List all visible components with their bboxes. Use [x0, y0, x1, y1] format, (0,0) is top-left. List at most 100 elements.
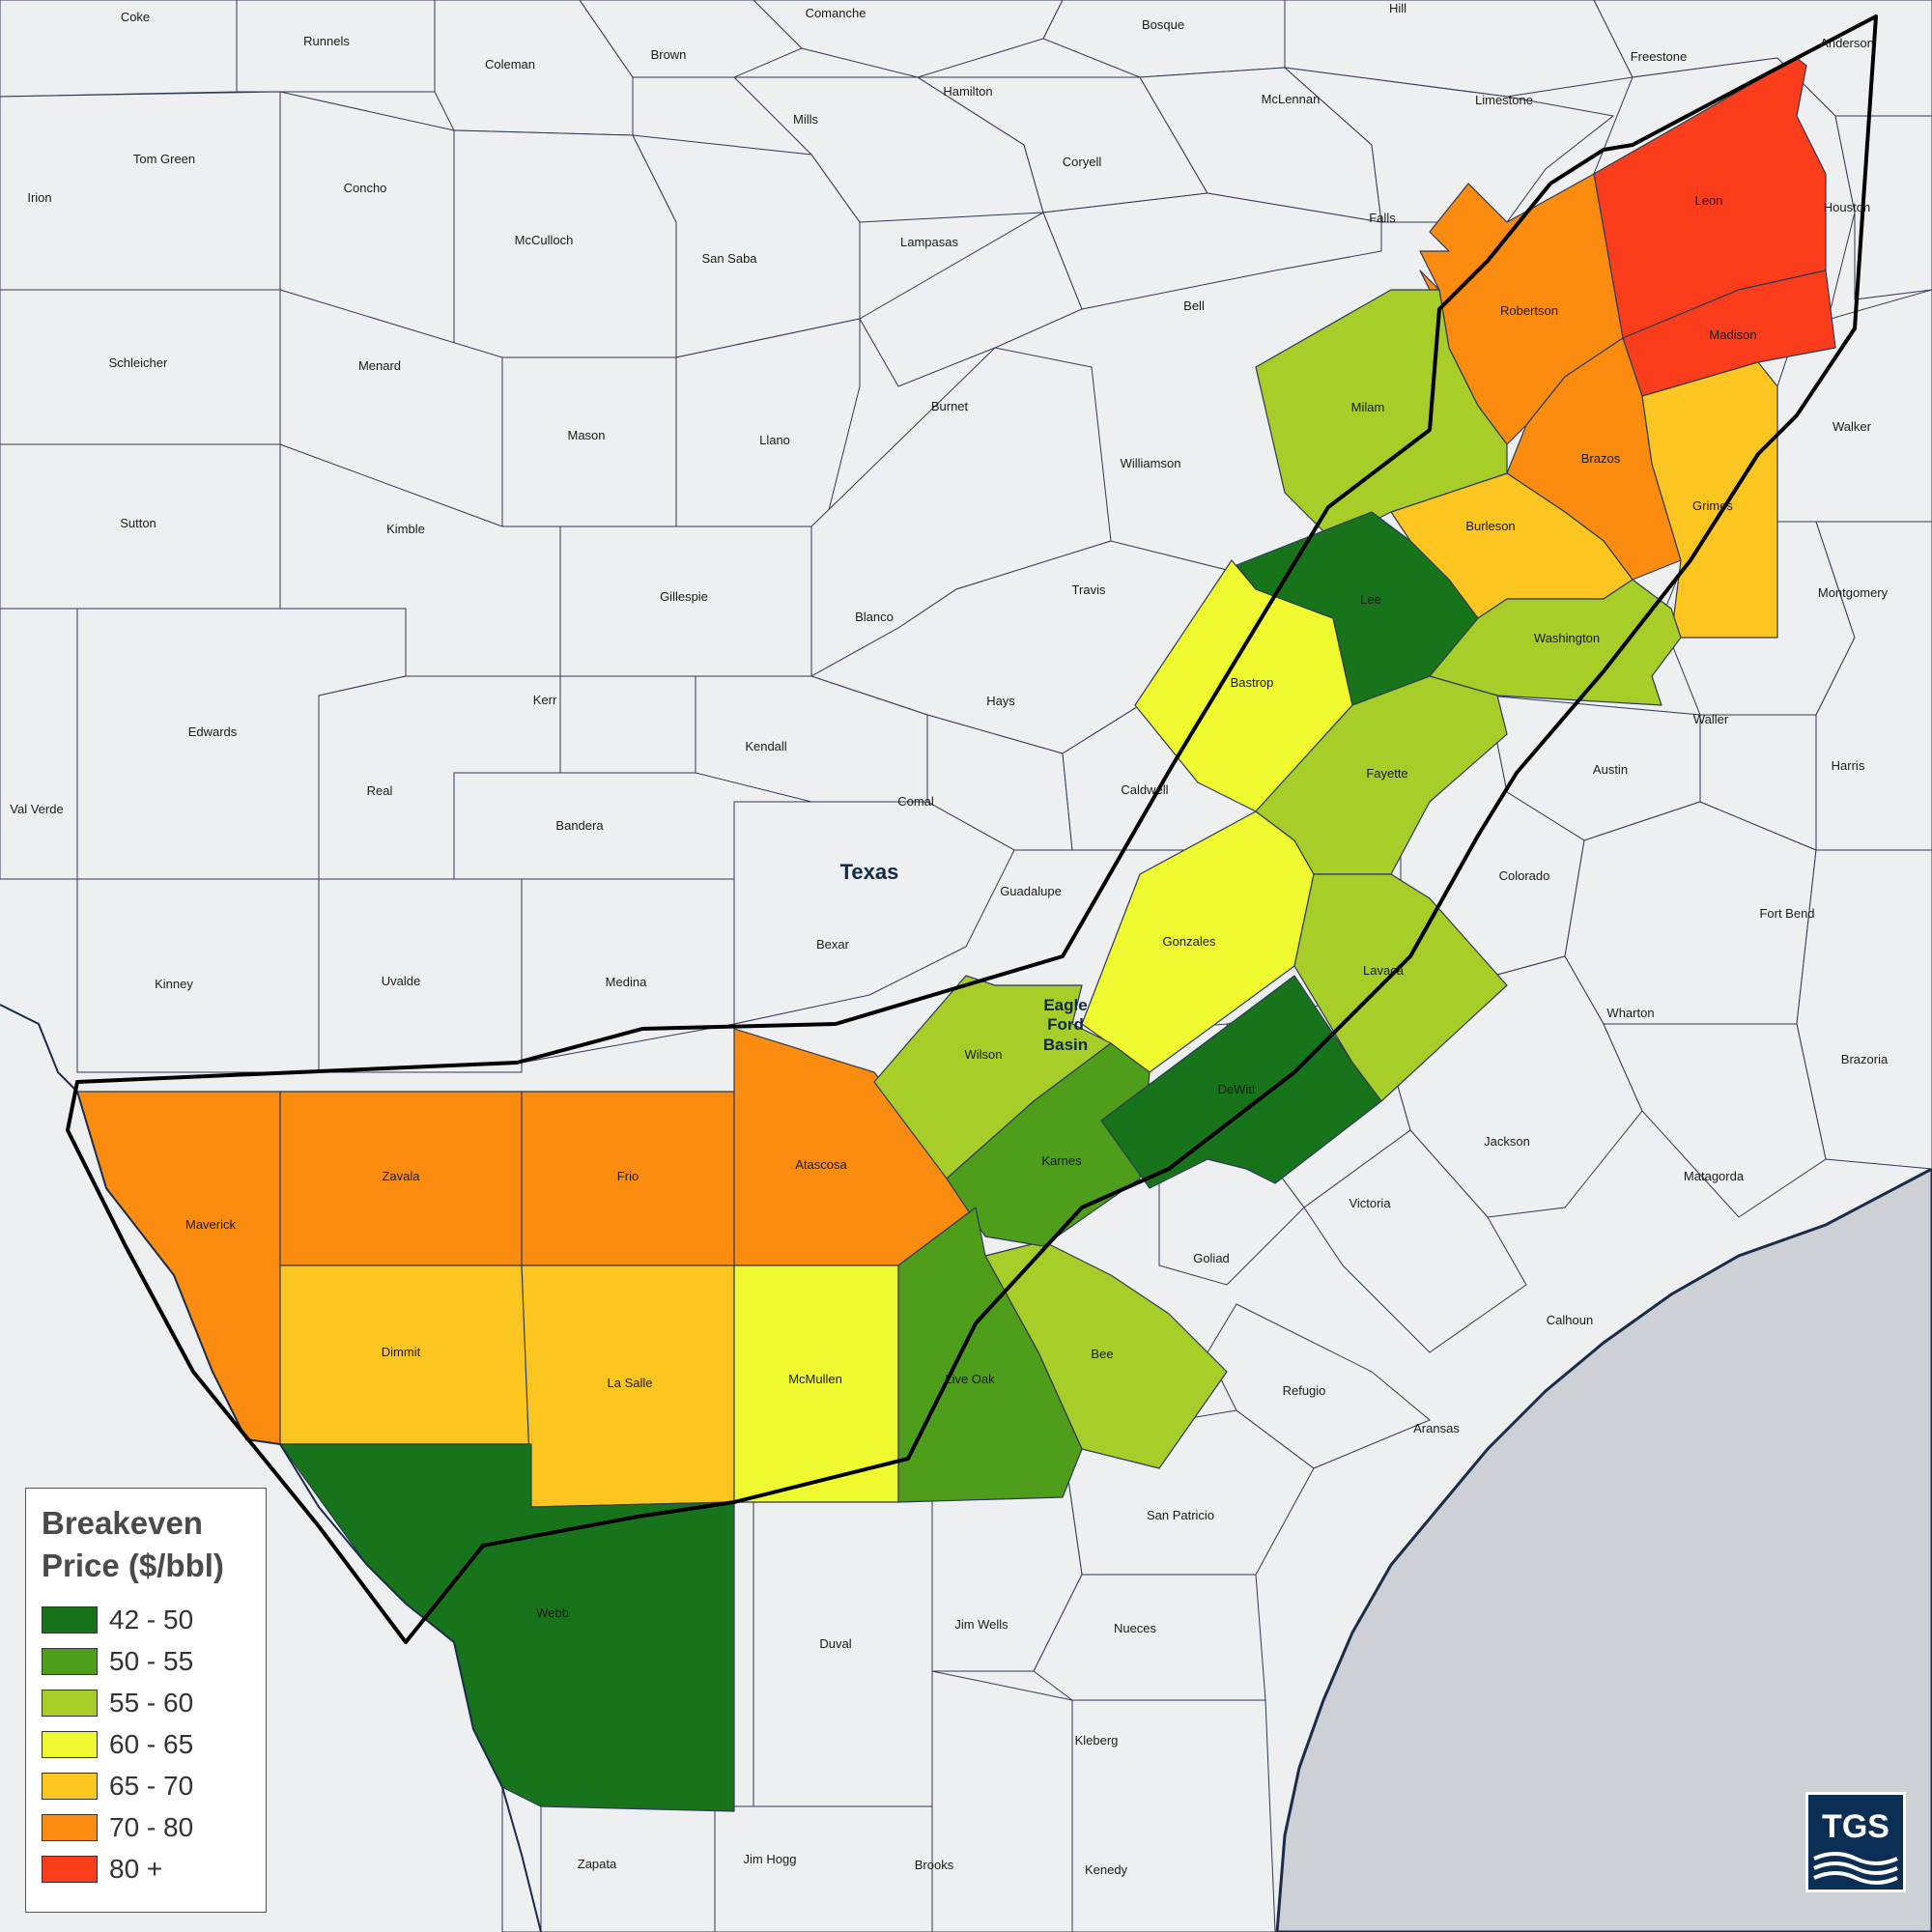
county-label-waller: Waller [1693, 712, 1729, 726]
county-label-freestone: Freestone [1631, 49, 1688, 64]
county-label-la-salle: La Salle [608, 1376, 653, 1390]
legend-label: 70 - 80 [109, 1811, 194, 1842]
county-label-blanco: Blanco [855, 610, 894, 624]
county-label-brooks: Brooks [915, 1858, 954, 1872]
county-label-concho: Concho [344, 181, 387, 195]
legend-item: 42 - 50 [42, 1599, 250, 1640]
county-label-fort-bend: Fort Bend [1759, 906, 1814, 921]
logo-text: TGS [1822, 1808, 1889, 1845]
county-label-bandera: Bandera [555, 818, 604, 833]
logo-wave-icon [1813, 1852, 1898, 1885]
county-label-madison: Madison [1709, 327, 1756, 342]
state-label: Texas [840, 860, 899, 884]
county-label-val-verde: Val Verde [10, 802, 63, 816]
county-label-burleson: Burleson [1465, 519, 1515, 533]
legend-title: Breakeven Price ($/bbl) [42, 1502, 250, 1587]
county-live-oak [897, 1207, 1083, 1503]
gulf-water [1275, 1167, 1932, 1932]
county-label-kendall: Kendall [745, 739, 786, 753]
county-label-lavaca: Lavaca [1363, 963, 1405, 978]
county-label-comal: Comal [897, 794, 934, 809]
map-legend: Breakeven Price ($/bbl) 42 - 50 50 - 55 55… [25, 1488, 267, 1913]
county-label-hamilton: Hamilton [943, 84, 992, 99]
county-label-nueces: Nueces [1114, 1621, 1157, 1635]
county-label-bosque: Bosque [1142, 17, 1184, 32]
legend-label: 80 + [109, 1853, 163, 1884]
county-label-sutton: Sutton [120, 516, 156, 530]
legend-label: 65 - 70 [109, 1770, 194, 1801]
county-label-wilson: Wilson [964, 1047, 1002, 1062]
county-label-fayette: Fayette [1366, 766, 1407, 781]
basin-counties [76, 57, 1836, 1812]
county-label-houston: Houston [1824, 200, 1870, 214]
county-label-mclennan: McLennan [1262, 92, 1321, 106]
county-label-coke: Coke [121, 10, 150, 24]
legend-label: 42 - 50 [109, 1604, 194, 1634]
county-label-anderson: Anderson [1820, 36, 1874, 50]
county-label-walker: Walker [1833, 419, 1872, 434]
legend-item: 65 - 70 [42, 1765, 250, 1806]
county-label-kleberg: Kleberg [1075, 1733, 1119, 1747]
county-label-coryell: Coryell [1063, 155, 1102, 169]
county-label-schleicher: Schleicher [109, 355, 168, 370]
county-label-victoria: Victoria [1349, 1196, 1391, 1210]
tgs-logo: TGS [1805, 1792, 1906, 1892]
county-label-leon: Leon [1695, 193, 1723, 208]
county-grimes [1641, 361, 1778, 639]
county-label-brazoria: Brazoria [1841, 1052, 1889, 1066]
county-label-atascosa: Atascosa [795, 1157, 847, 1172]
legend-swatch [42, 1772, 98, 1800]
county-label-harris: Harris [1832, 758, 1865, 773]
county-label-refugio: Refugio [1283, 1383, 1326, 1398]
county-label-brazos: Brazos [1581, 451, 1621, 466]
county-label-hill: Hill [1389, 1, 1406, 15]
county-label-brown: Brown [651, 47, 687, 62]
county-label-frio: Frio [617, 1169, 639, 1183]
county-label-edwards: Edwards [188, 724, 238, 739]
river-border [0, 1004, 542, 1932]
county-label-hays: Hays [986, 694, 1015, 708]
county-label-bell: Bell [1183, 298, 1205, 313]
county-label-maverick: Maverick [185, 1217, 237, 1232]
legend-swatch [42, 1647, 98, 1675]
county-label-tom-green: Tom Green [133, 152, 195, 166]
basin-label-line-2: Ford [1047, 1015, 1084, 1034]
county-label-webb: Webb [536, 1605, 569, 1620]
county-label-llano: Llano [759, 433, 790, 447]
legend-swatch [42, 1813, 98, 1841]
basin-label-line-3: Basin [1043, 1036, 1088, 1054]
county-label-aransas: Aransas [1413, 1421, 1460, 1435]
legend-item: 70 - 80 [42, 1806, 250, 1848]
legend-label: 50 - 55 [109, 1645, 194, 1676]
county-label-mcculloch: McCulloch [515, 233, 574, 247]
county-label-runnels: Runnels [303, 34, 350, 48]
county-label-uvalde: Uvalde [382, 974, 420, 988]
county-label-zapata: Zapata [578, 1857, 617, 1871]
county-label-colorado: Colorado [1499, 868, 1550, 883]
county-label-wharton: Wharton [1606, 1006, 1654, 1020]
county-label-irion: Irion [27, 190, 51, 205]
county-label-caldwell: Caldwell [1121, 782, 1168, 797]
county-label-lampasas: Lampasas [900, 235, 958, 249]
legend-swatch [42, 1730, 98, 1758]
county-label-kenedy: Kenedy [1085, 1862, 1128, 1877]
county-label-duval: Duval [819, 1636, 851, 1651]
legend-item: 80 + [42, 1848, 250, 1889]
county-label-bexar: Bexar [816, 937, 850, 952]
county-label-jim-wells: Jim Wells [954, 1617, 1009, 1632]
county-label-matagorda: Matagorda [1684, 1169, 1745, 1183]
county-label-gonzales: Gonzales [1163, 934, 1216, 949]
county-label-mcmullen: McMullen [788, 1372, 842, 1386]
county-label-jackson: Jackson [1484, 1134, 1530, 1149]
county-label-falls: Falls [1369, 211, 1396, 225]
county-label-washington: Washington [1534, 631, 1600, 645]
county-label-kerr: Kerr [533, 693, 557, 707]
county-label-gillespie: Gillespie [660, 589, 708, 604]
county-label-grimes: Grimes [1692, 498, 1733, 513]
county-label-jim-hogg: Jim Hogg [744, 1852, 797, 1866]
county-label-bastrop: Bastrop [1231, 675, 1274, 690]
legend-swatch [42, 1605, 98, 1634]
county-label-burnet: Burnet [931, 399, 969, 413]
